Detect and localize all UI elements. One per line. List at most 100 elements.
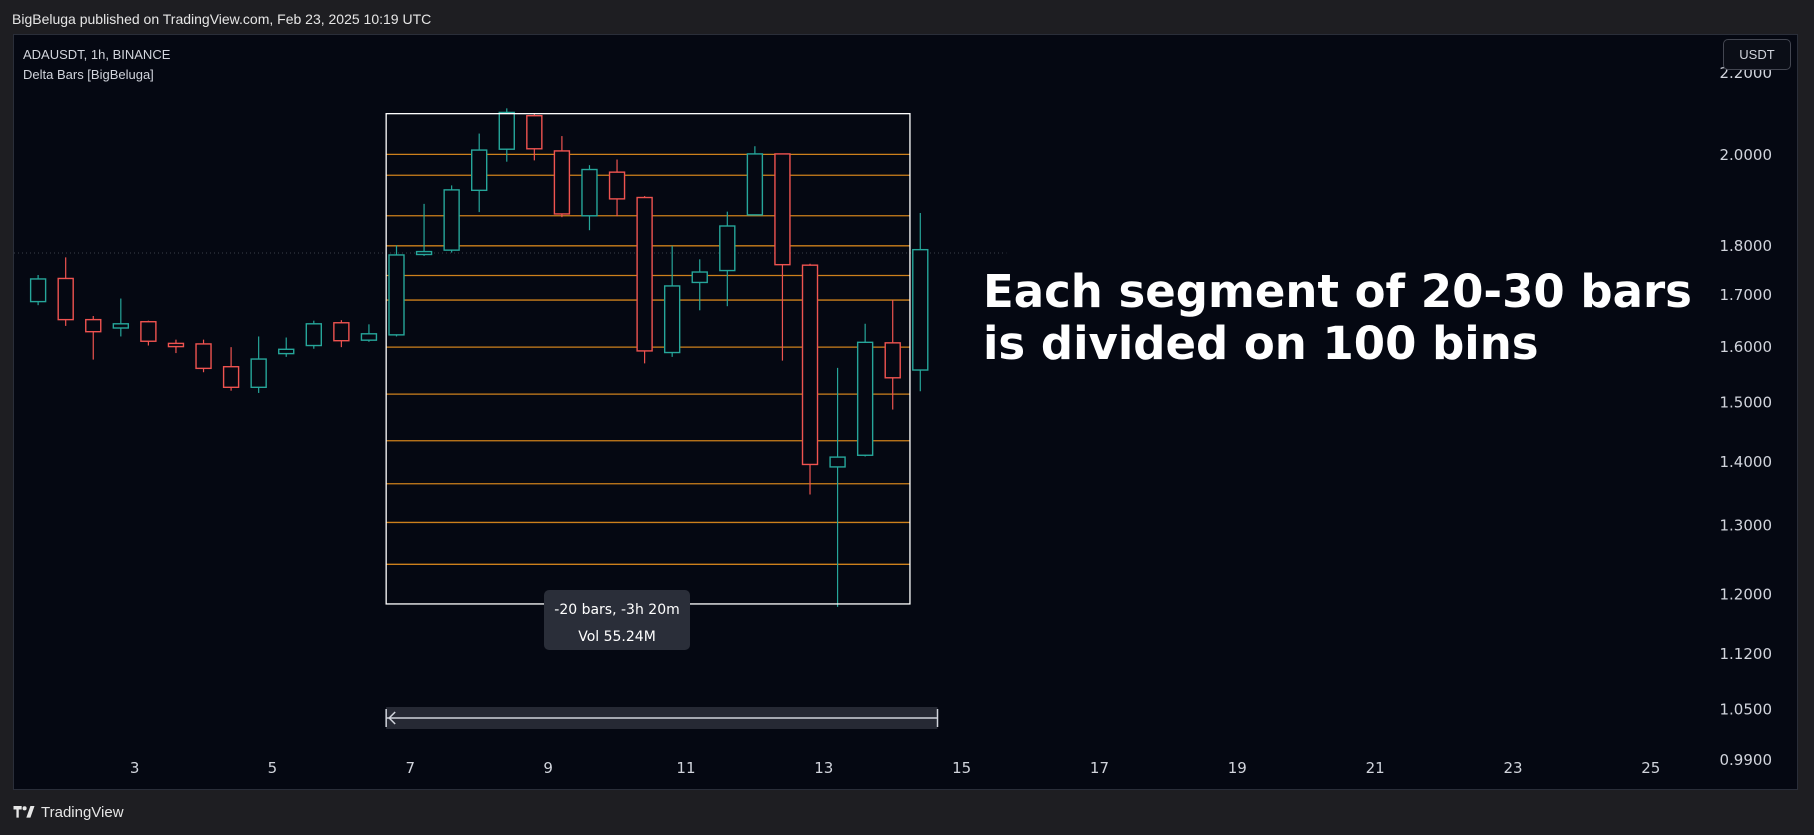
candle [415, 203, 433, 256]
segment-box [385, 113, 911, 605]
top-bar: BigBeluga published on TradingView.com, … [0, 0, 1814, 34]
chart-panel[interactable]: 2.2000 2.0000 1.8000 1.7000 1.6000 1.5000 1.40… [13, 34, 1798, 790]
candle [829, 367, 846, 607]
candle [85, 315, 102, 360]
candle [167, 339, 185, 354]
y-axis-tick-label: 2.0000 [1720, 146, 1773, 164]
candle [250, 336, 267, 393]
annotation-text: Each segment of 20-30 bars is divided on… [983, 266, 1743, 370]
candle [581, 165, 598, 231]
candle-body [884, 342, 901, 379]
candle-body [222, 366, 240, 389]
candle-body [388, 254, 405, 336]
candle [774, 153, 791, 361]
candle [222, 347, 240, 391]
candle [57, 257, 74, 326]
measure-bars-text: -20 bars, -3h 20m [554, 602, 680, 618]
candle-body [57, 277, 74, 321]
candle [360, 324, 378, 342]
candle [498, 108, 515, 162]
candle [333, 320, 350, 348]
candle [278, 337, 295, 357]
candle-body [112, 323, 130, 329]
x-axis-tick-label: 23 [1503, 759, 1522, 777]
candle [608, 159, 626, 217]
y-axis-tick-label: 1.0500 [1720, 700, 1773, 718]
candle [443, 185, 460, 253]
candle [471, 133, 488, 213]
symbol-line: ADAUSDT, 1h, BINANCE [23, 47, 171, 62]
candle [388, 245, 405, 337]
candle [801, 263, 819, 495]
y-axis-tick-label: 1.8000 [1720, 237, 1773, 255]
x-axis-tick-label: 13 [814, 759, 833, 777]
candle-body [167, 342, 185, 348]
candle-body [801, 264, 819, 466]
candle-body [29, 278, 47, 303]
candle-body [719, 225, 736, 272]
candle [663, 245, 681, 357]
price-chart[interactable]: 2.20002.00001.80001.70001.60001.50001.40… [14, 35, 1799, 791]
candle-body [608, 171, 626, 200]
x-axis-tick-label: 15 [952, 759, 971, 777]
y-axis-tick-label: 1.2000 [1720, 586, 1773, 604]
tradingview-logo-icon[interactable] [13, 806, 35, 820]
candle-body [856, 341, 874, 456]
candle [856, 323, 874, 457]
candle-body [360, 333, 378, 341]
x-axis-tick-label: 21 [1366, 759, 1385, 777]
x-axis-tick-label: 19 [1228, 759, 1247, 777]
candle-body [663, 285, 681, 354]
candle [912, 213, 929, 392]
measure-arrow-icon [388, 711, 396, 725]
x-axis-tick-label: 11 [676, 759, 695, 777]
candle-body [278, 348, 295, 355]
candle [636, 196, 653, 364]
candle [305, 320, 322, 349]
x-axis-tick-label: 7 [406, 759, 416, 777]
tradingview-brand[interactable]: TradingView [41, 804, 124, 821]
candle-body [553, 150, 571, 215]
x-axis-tick-label: 3 [130, 759, 140, 777]
x-axis-tick-label: 9 [543, 759, 553, 777]
candle-body [471, 149, 488, 192]
candle [112, 298, 130, 337]
x-axis-tick-label: 5 [268, 759, 278, 777]
candle-body [774, 153, 791, 266]
annotation-line-2: is divided on 100 bins [983, 317, 1539, 370]
candle-body [498, 111, 515, 150]
candle-body [829, 456, 846, 468]
candle-body [526, 115, 543, 150]
candle [140, 320, 157, 346]
candle-body [333, 322, 350, 342]
candle [195, 339, 212, 373]
candle [746, 146, 764, 216]
indicator-name: Delta Bars [BigBeluga] [23, 67, 154, 82]
candle [691, 259, 708, 311]
candle-body [581, 168, 598, 217]
annotation-line-1: Each segment of 20-30 bars [983, 265, 1692, 318]
candle [526, 113, 543, 161]
candle-body [140, 321, 157, 342]
candle [884, 300, 901, 410]
candle-body [415, 250, 433, 256]
candle-body [250, 358, 267, 389]
y-axis-tick-label: 1.3000 [1720, 517, 1773, 535]
currency-button[interactable]: USDT [1723, 39, 1791, 70]
candle-body [746, 153, 764, 216]
y-axis-tick-label: 0.9900 [1720, 751, 1773, 769]
candle-body [636, 196, 653, 352]
candle-body [195, 343, 212, 370]
candle-body [305, 323, 322, 347]
measure-tooltip: -20 bars, -3h 20m Vol 55.24M [544, 590, 690, 650]
y-axis-tick-label: 1.6000 [1720, 338, 1773, 356]
x-axis-tick-label: 25 [1641, 759, 1660, 777]
candle [29, 274, 47, 306]
candle [719, 211, 736, 307]
candle-body [912, 248, 929, 371]
y-axis-tick-label: 1.1200 [1720, 645, 1773, 663]
bottom-bar [0, 790, 1814, 835]
y-axis-tick-label: 1.5000 [1720, 394, 1773, 412]
candle [553, 136, 571, 218]
y-axis-tick-label: 1.7000 [1720, 286, 1773, 304]
